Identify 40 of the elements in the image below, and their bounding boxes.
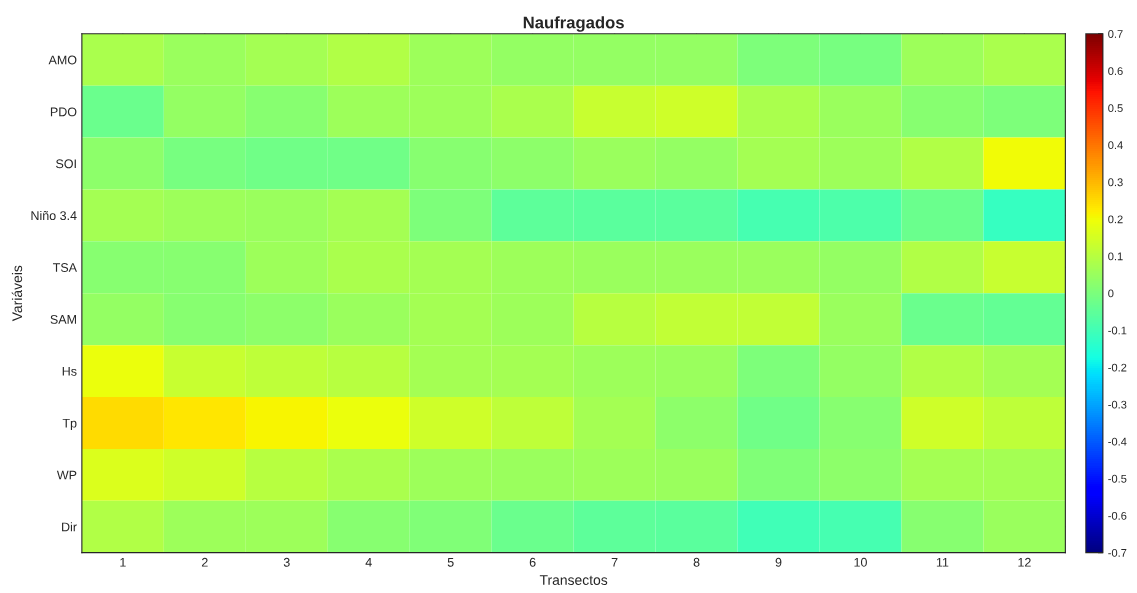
color-bar-label: 0.4 — [1108, 141, 1123, 150]
y-tick-label: PDO — [50, 107, 77, 117]
x-tick-label: 4 — [365, 558, 372, 567]
y-tick-label: SAM — [50, 314, 76, 324]
color-bar-label: -0.5 — [1108, 474, 1127, 483]
color-bar-label: -0.7 — [1108, 548, 1127, 557]
x-tick-label: 10 — [854, 557, 867, 567]
x-tick-label: 3 — [283, 557, 290, 567]
color-bar-label: -0.6 — [1108, 511, 1127, 520]
color-bar-label: 0 — [1108, 289, 1114, 298]
color-bar-label: 0.2 — [1108, 215, 1123, 224]
y-tick-label: Hs — [62, 367, 77, 376]
color-bar-label: -0.3 — [1108, 400, 1127, 409]
color-bar-label: 0.1 — [1108, 252, 1123, 261]
y-tick-label: Dir — [62, 522, 77, 532]
x-axis-title: Transectos — [539, 575, 608, 585]
y-tick-label: WP — [56, 470, 77, 480]
chart-title: Naufragados — [523, 16, 624, 32]
y-axis-title: Variáveis — [11, 265, 23, 322]
x-tick-label: 12 — [1018, 557, 1031, 567]
y-tick-label: TSA — [52, 263, 77, 272]
x-tick-label: 6 — [529, 557, 536, 567]
x-tick-label: 7 — [611, 558, 618, 567]
color-bar-label: -0.4 — [1108, 437, 1127, 446]
y-tick-label: Tp — [62, 418, 77, 431]
color-bar-label: 0.5 — [1108, 104, 1123, 113]
color-bar-label: 0.7 — [1108, 30, 1123, 38]
y-tick-label: SOI — [56, 159, 76, 169]
color-bar-label: -0.2 — [1108, 363, 1127, 372]
y-tick-label: AMO — [48, 55, 77, 65]
x-tick-label: 1 — [120, 558, 126, 567]
y-tick-label: Niño 3.4 — [31, 210, 77, 221]
x-tick-label: 2 — [201, 557, 208, 567]
x-tick-label: 9 — [775, 557, 782, 567]
x-tick-label: 11 — [936, 558, 949, 567]
color-bar-label: 0.6 — [1108, 67, 1123, 75]
x-tick-label: 8 — [693, 557, 700, 567]
color-bar-label: 0.3 — [1108, 178, 1123, 187]
x-tick-label: 5 — [447, 558, 454, 567]
color-bar-label: -0.1 — [1108, 326, 1127, 335]
